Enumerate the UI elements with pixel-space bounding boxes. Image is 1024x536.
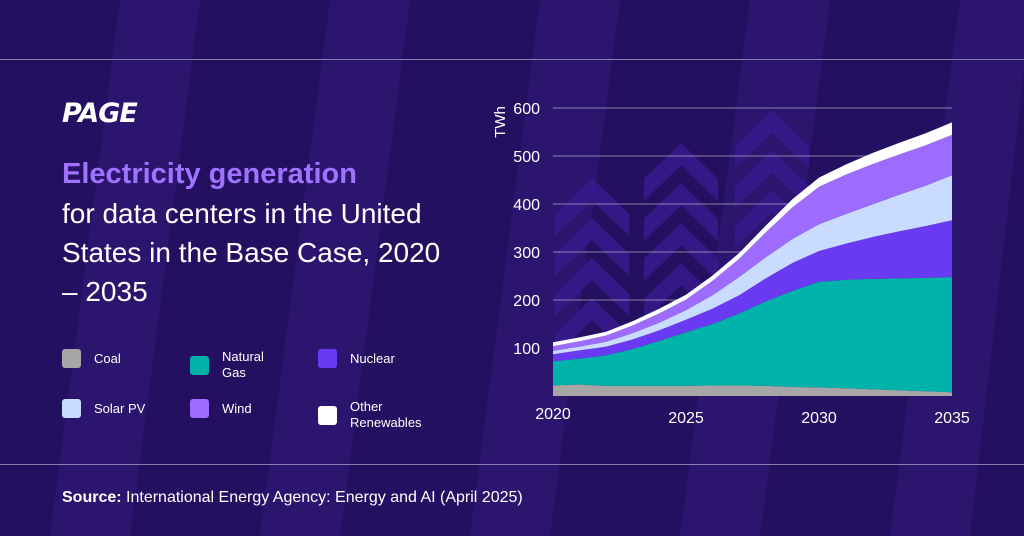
y-tick-label-500: 500: [513, 149, 540, 166]
y-axis-tick-labels: 100 200 300 400 500 600: [513, 101, 540, 358]
legend-item-wind: Wind: [190, 399, 252, 418]
legend-label-natural-gas: Natural Gas: [222, 349, 264, 380]
x-tick-label-2035: 2035: [934, 410, 970, 427]
chart-areas: [553, 122, 952, 396]
legend-swatch-nuclear: [318, 349, 337, 368]
source-label: Source:: [62, 489, 122, 506]
legend-item-nuclear: Nuclear: [318, 349, 395, 368]
chevron-arrow-3-1: [735, 110, 809, 168]
area-other-renewables: [553, 122, 952, 347]
area-wind: [553, 134, 952, 351]
x-axis-tick-labels: 2020 2025 2030 2035: [535, 406, 970, 427]
legend-item-coal: Coal: [62, 349, 121, 368]
legend-item-natural-gas: Natural Gas: [190, 349, 264, 381]
legend-label-other-renewables: Other Renewables: [350, 399, 422, 430]
bottom-divider: [0, 464, 1024, 465]
source-line: Source: International Energy Agency: Ene…: [62, 489, 523, 507]
page-title: Electricity generation for data centers …: [62, 154, 442, 311]
legend-swatch-solar-pv: [62, 399, 81, 418]
y-tick-label-100: 100: [513, 341, 540, 358]
chevron-arrow-3-2: [735, 150, 809, 208]
chevron-arrow-2-3: [644, 223, 718, 281]
x-tick-label-2020: 2020: [535, 406, 571, 423]
y-tick-label-400: 400: [513, 197, 540, 214]
area-coal: [553, 384, 952, 396]
y-tick-label-300: 300: [513, 245, 540, 262]
legend-label-nuclear: Nuclear: [350, 350, 395, 366]
page-logo: PAGE: [62, 98, 138, 129]
top-divider: [0, 59, 1024, 60]
chevron-arrow-1-4: [555, 298, 629, 356]
legend-label-coal: Coal: [94, 350, 121, 366]
area-natural-gas: [553, 277, 952, 393]
chevron-arrow-2-1: [644, 143, 718, 201]
title-highlight: Electricity generation: [62, 158, 357, 190]
y-tick-label-200: 200: [513, 293, 540, 310]
x-tick-label-2025: 2025: [668, 410, 704, 427]
chevron-arrow-2-2: [644, 183, 718, 241]
y-axis-label: TWh: [492, 106, 509, 138]
legend-item-other-renewables: Other Renewables: [318, 399, 422, 431]
chevron-arrow-1-1: [555, 178, 629, 236]
legend-swatch-natural-gas: [190, 355, 209, 375]
legend-label-wind: Wind: [222, 400, 252, 416]
source-text: International Energy Agency: Energy and …: [121, 489, 523, 506]
y-tick-label-600: 600: [513, 101, 540, 118]
area-nuclear: [553, 220, 952, 362]
area-solar-pv: [553, 175, 952, 355]
legend-swatch-wind: [190, 399, 209, 418]
x-tick-label-2030: 2030: [801, 410, 837, 427]
legend-item-solar-pv: Solar PV: [62, 399, 145, 418]
legend-swatch-other-renewables: [318, 405, 337, 425]
legend-swatch-coal: [62, 349, 81, 368]
legend-label-solar-pv: Solar PV: [94, 400, 146, 416]
title-text: for data centers in the United States in…: [62, 198, 441, 307]
chevron-arrow-1-2: [555, 218, 629, 276]
chevron-arrow-1-3: [555, 258, 629, 316]
